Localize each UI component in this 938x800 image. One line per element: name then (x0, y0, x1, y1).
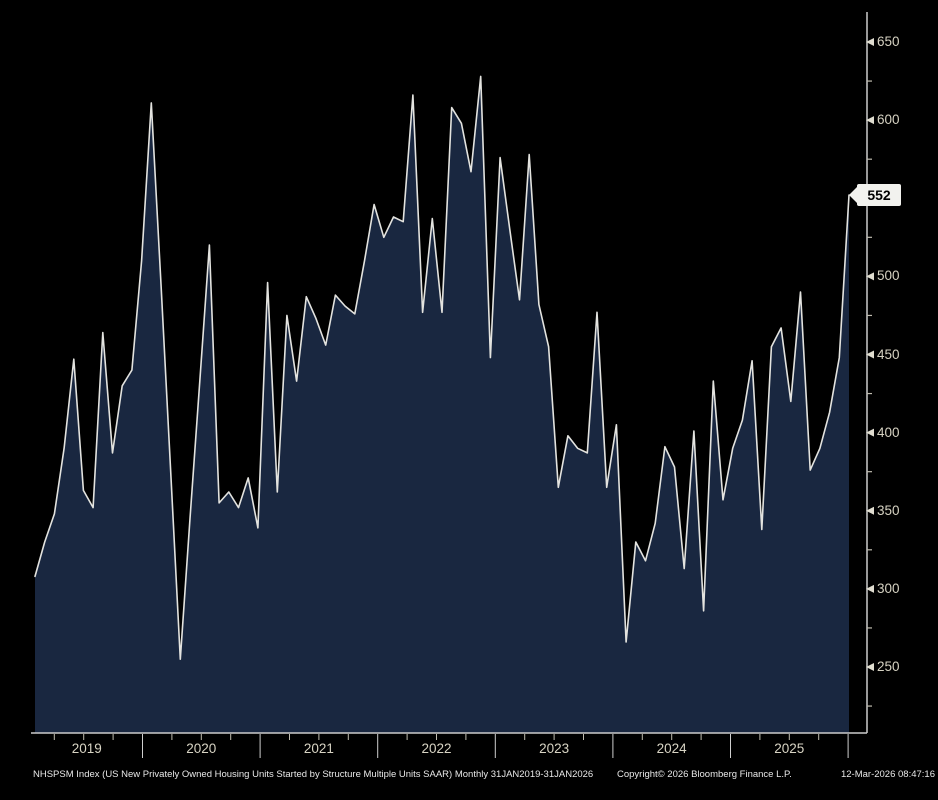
x-axis-year-label: 2025 (774, 741, 805, 756)
y-major-tick (866, 506, 874, 515)
x-axis-year-label: 2023 (539, 741, 570, 756)
y-axis-label: 300 (877, 580, 900, 596)
y-major-tick (866, 663, 874, 671)
y-axis-label: 600 (877, 112, 900, 128)
y-major-tick (866, 350, 874, 359)
x-axis-year-label: 2019 (71, 741, 102, 756)
y-axis-label: 250 (877, 659, 900, 674)
y-axis-label: 400 (877, 424, 900, 440)
y-axis-label: 650 (877, 34, 900, 49)
timestamp-text: 12-Mar-2026 08:47:16 (840, 769, 935, 780)
y-major-tick (866, 584, 874, 593)
price-line (34, 75, 850, 660)
copyright-text: Copyright© 2026 Bloomberg Finance L.P. (617, 769, 792, 780)
chart-title-footer: NHSPSM Index (US New Privately Owned Hou… (33, 769, 594, 780)
x-axis-year-label: 2021 (303, 741, 334, 756)
y-major-tick (866, 38, 874, 46)
area-fill (35, 76, 849, 733)
y-axis-label: 450 (877, 346, 900, 362)
last-price-badge: 552 (849, 184, 901, 206)
y-major-tick (866, 272, 874, 281)
y-major-tick (866, 116, 874, 125)
y-major-tick (866, 428, 874, 437)
x-axis-year-label: 2020 (186, 741, 217, 756)
x-axis-year-label: 2024 (656, 741, 687, 756)
y-axis-label: 350 (877, 502, 900, 518)
y-axis-label: 500 (877, 268, 900, 284)
x-axis-year-label: 2022 (421, 741, 452, 756)
